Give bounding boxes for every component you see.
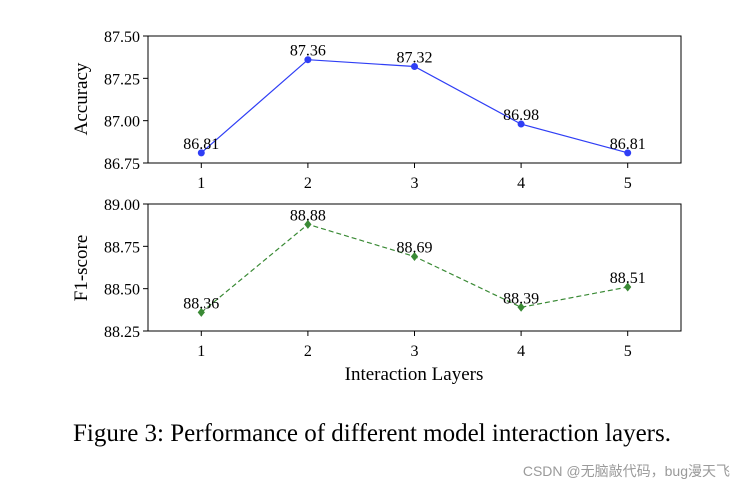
f1-ytick-label: 88.75 xyxy=(104,239,140,256)
accuracy-data-label-3: 87.32 xyxy=(397,49,433,66)
f1-xtick-label: 5 xyxy=(624,343,632,360)
accuracy-ytick-label: 87.50 xyxy=(104,29,140,46)
accuracy-point-4 xyxy=(517,120,525,128)
accuracy-panel: 86.75 87.00 87.25 87.50 1 2 3 4 5 86.81 87.36 87.… xyxy=(71,29,682,192)
accuracy-xtick-label: 1 xyxy=(197,175,205,192)
accuracy-point-3 xyxy=(411,62,418,70)
f1-xtick-label: 1 xyxy=(197,343,205,360)
f1-data-label-4: 88.39 xyxy=(503,290,539,307)
f1-xtick-label: 3 xyxy=(411,343,419,360)
f1-series-line xyxy=(200,223,628,313)
accuracy-point-1 xyxy=(197,149,205,157)
accuracy-xtick-label: 4 xyxy=(517,175,525,192)
accuracy-data-label-4: 86.98 xyxy=(503,107,539,124)
f1-panel: 88.25 88.50 88.75 89.00 1 2 3 4 5 88.36 88.88 88.… xyxy=(71,197,682,385)
f1-data-label-3: 88.69 xyxy=(397,239,433,256)
accuracy-ytick-label: 86.75 xyxy=(104,156,140,173)
f1-point-5 xyxy=(624,282,632,292)
accuracy-point-5 xyxy=(624,149,632,157)
figure-caption: Figure 3: Performance of different model… xyxy=(73,420,671,447)
figure: 86.75 87.00 87.25 87.50 1 2 3 4 5 86.81 87.36 87.… xyxy=(71,29,682,385)
accuracy-ytick-label: 87.00 xyxy=(104,114,140,131)
f1-ytick-label: 88.50 xyxy=(104,282,140,299)
accuracy-data-label-5: 86.81 xyxy=(610,136,646,153)
f1-ytick-label: 89.00 xyxy=(104,197,140,214)
f1-y-axis-label: F1-score xyxy=(71,235,92,301)
f1-point-4 xyxy=(517,302,525,312)
f1-data-label-5: 88.51 xyxy=(610,270,646,287)
f1-plot-frame xyxy=(147,203,682,332)
f1-point-3 xyxy=(410,251,419,261)
f1-ytick-label: 88.25 xyxy=(104,324,140,341)
accuracy-data-label-1: 86.81 xyxy=(183,136,219,153)
x-axis-label: Interaction Layers xyxy=(345,364,484,385)
f1-data-label-1: 88.36 xyxy=(183,295,219,312)
accuracy-point-2 xyxy=(304,56,312,64)
f1-point-2 xyxy=(304,219,312,229)
f1-xtick-label: 2 xyxy=(304,343,312,360)
accuracy-y-axis-label: Accuracy xyxy=(71,62,92,135)
f1-data-label-2: 88.88 xyxy=(290,207,326,224)
accuracy-xtick-label: 3 xyxy=(411,175,419,192)
accuracy-xtick-label: 2 xyxy=(304,175,312,192)
f1-xtick-label: 4 xyxy=(517,343,525,360)
accuracy-series-line xyxy=(200,59,628,154)
accuracy-ytick-label: 87.25 xyxy=(104,71,140,88)
accuracy-data-label-2: 87.36 xyxy=(290,43,326,60)
watermark: CSDN @无脑敲代码，bug漫天飞 xyxy=(522,463,730,479)
accuracy-xtick-label: 5 xyxy=(624,175,632,192)
f1-point-1 xyxy=(197,307,205,317)
